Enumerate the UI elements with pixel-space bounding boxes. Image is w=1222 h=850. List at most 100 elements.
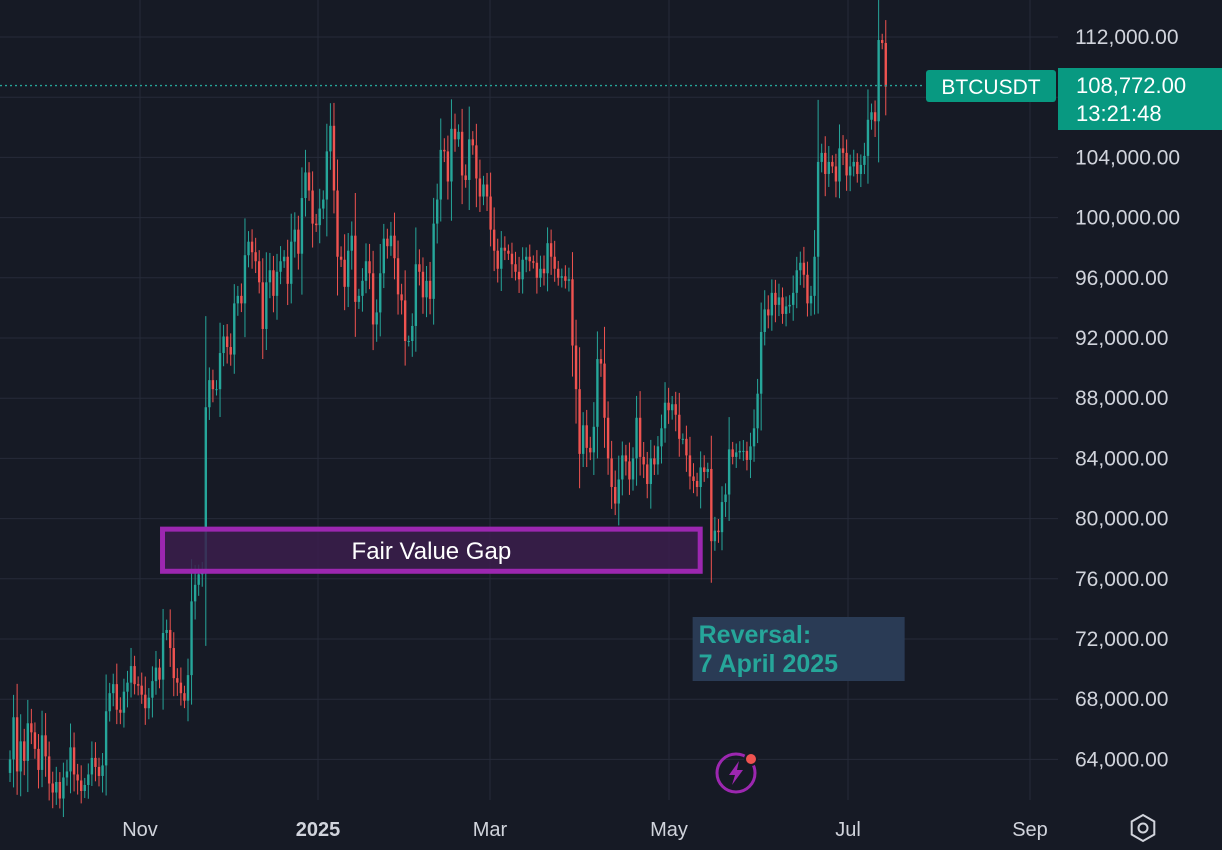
candle-body [243, 255, 247, 304]
candle [471, 131, 474, 155]
candle [446, 135, 450, 200]
price-axis[interactable]: 112,000.00 104,000.00 100,000.00 96,000.00 9… [1075, 26, 1180, 771]
candle [375, 299, 378, 342]
candle [304, 149, 307, 217]
candle [218, 322, 222, 417]
candle-body [720, 502, 724, 533]
candle [418, 249, 421, 286]
candle-body [80, 780, 83, 792]
candle-countdown: 13:21:48 [1076, 101, 1162, 126]
time-tick-label: 2025 [296, 819, 341, 841]
candle [848, 154, 852, 192]
reversal-annotation[interactable]: Reversal: 7 April 2025 [692, 617, 905, 681]
candle [30, 708, 33, 745]
time-tick-label: Sep [1012, 819, 1048, 841]
candle-body [457, 131, 460, 140]
candle [439, 118, 442, 222]
candle [240, 283, 243, 313]
price-tick-label: 88,000.00 [1075, 387, 1168, 410]
candle [183, 685, 186, 709]
price-tick-label: 104,000.00 [1075, 146, 1180, 169]
candle [532, 255, 535, 269]
candle-body [136, 684, 140, 686]
candle [229, 333, 232, 366]
candle-body [492, 229, 496, 251]
candle [62, 762, 65, 818]
candle [500, 231, 503, 291]
candle-body [382, 238, 385, 274]
candle-body [642, 456, 645, 465]
last-price-badge[interactable]: 108,772.00 13:21:48 [1058, 68, 1222, 130]
candle-body [133, 666, 136, 685]
candle-body [47, 756, 51, 784]
candle [211, 369, 215, 403]
candle-body [236, 295, 240, 304]
candle-body [557, 268, 560, 278]
candle [347, 233, 350, 308]
candle [606, 401, 610, 475]
candle [813, 230, 816, 315]
fair-value-gap-box[interactable] [160, 526, 703, 574]
candle-body [240, 295, 243, 304]
candle [165, 619, 168, 641]
candle [329, 103, 332, 170]
candle [339, 246, 343, 268]
candle-body [685, 438, 688, 456]
candle-body [806, 274, 809, 304]
candle-body [831, 161, 834, 167]
candle-body [400, 294, 403, 301]
candle-body [126, 682, 129, 692]
candle-body [119, 709, 122, 713]
candle [727, 417, 731, 521]
candle [802, 246, 806, 288]
candle-body [115, 684, 118, 710]
candle-body [574, 345, 578, 390]
candle [23, 728, 26, 776]
candle [243, 218, 247, 338]
candle [656, 436, 660, 475]
candle-body [859, 164, 863, 174]
candle [713, 516, 717, 551]
time-axis[interactable]: Nov 2025 Mar May Jul Sep [122, 819, 1048, 841]
candle [539, 255, 542, 287]
candle-body [767, 309, 770, 316]
lightning-alert-icon[interactable] [715, 752, 758, 794]
candle-body [421, 271, 425, 298]
candle-body [614, 486, 617, 504]
candle [884, 20, 887, 116]
candle [838, 124, 841, 199]
candle [104, 674, 108, 796]
candle-body [254, 252, 257, 262]
candle-body [848, 166, 852, 176]
fair-value-gap-zone[interactable]: Fair Value Gap [160, 526, 703, 574]
candle [820, 143, 823, 173]
candle [614, 470, 617, 516]
candle [585, 409, 588, 468]
candle-body [339, 256, 343, 260]
candle-body [62, 777, 65, 799]
candle-body [290, 241, 293, 284]
candle [759, 302, 763, 431]
candle [542, 255, 546, 286]
hexagon-settings-icon[interactable] [1130, 813, 1156, 843]
candle-body [475, 145, 478, 179]
candle-body [809, 295, 813, 304]
candle [841, 135, 845, 166]
candle-body [183, 693, 186, 701]
candle-body [293, 229, 296, 242]
candle [33, 722, 37, 759]
candle [307, 162, 311, 201]
time-tick-label: Mar [473, 819, 508, 841]
candle-body [603, 363, 606, 418]
candle [464, 164, 467, 188]
candle-body [478, 178, 482, 197]
candle-body [464, 175, 467, 180]
symbol-badge[interactable]: BTCUSDT [926, 70, 1056, 102]
candle [475, 123, 478, 208]
candle [275, 253, 279, 320]
time-tick-label: Jul [835, 819, 861, 841]
candle-body [763, 309, 766, 332]
candle [51, 771, 54, 809]
